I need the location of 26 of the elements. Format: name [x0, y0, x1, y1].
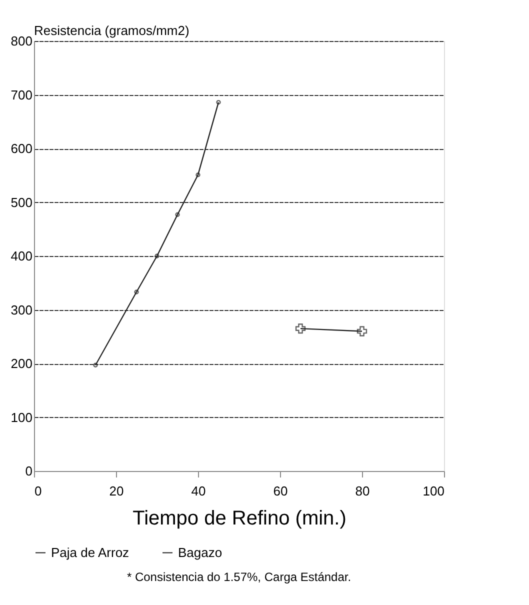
x-tick-label: 60	[273, 484, 288, 498]
y-tick-label: 600	[10, 141, 32, 156]
x-tick-label: 80	[355, 484, 370, 498]
x-axis-title: Tiempo de Refino (min.)	[132, 508, 346, 530]
point	[356, 326, 368, 336]
x-tick-label: 0	[34, 484, 42, 498]
legend-label: Paja de Arroz	[51, 544, 130, 560]
point	[196, 172, 200, 178]
y-tick-label: 200	[10, 356, 32, 371]
y-tick-label: 700	[10, 87, 32, 102]
y-tick-label: 300	[10, 302, 32, 318]
text: * Consistencia do 1.57%, Carga Estándar.	[126, 570, 352, 584]
point	[175, 212, 180, 217]
x-tick-label: 40	[191, 484, 206, 498]
y-tick-label: 800	[10, 34, 32, 48]
point	[295, 323, 306, 334]
y-tick-label: 400	[10, 248, 32, 264]
legend-label: Bagazo	[178, 544, 222, 560]
y-tick-label: 0	[25, 464, 32, 478]
point	[134, 290, 139, 294]
point	[154, 254, 160, 258]
x-tick-label: 100	[422, 484, 444, 498]
x-tick-label: 20	[109, 484, 124, 498]
y-tick-label: 500	[10, 194, 32, 210]
y-tick-label: 100	[10, 410, 32, 425]
y-axis-title: Resistencia (gramos/mm2)	[34, 23, 190, 38]
